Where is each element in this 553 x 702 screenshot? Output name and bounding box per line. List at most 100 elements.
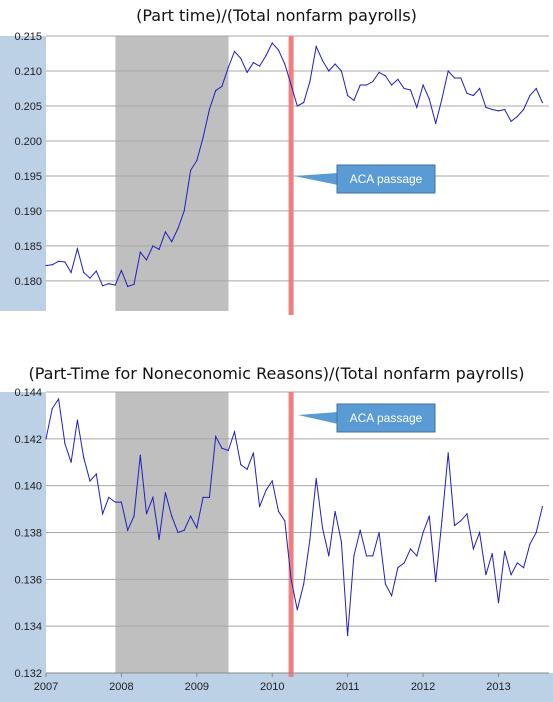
chart-2-data-point bbox=[441, 520, 443, 522]
chart-2-data-point bbox=[252, 452, 254, 454]
chart-1-data-point bbox=[504, 108, 506, 111]
chart-1-y-axis-band bbox=[0, 36, 46, 311]
chart-1-data-point bbox=[403, 87, 405, 90]
chart-1-data-point bbox=[139, 251, 141, 253]
chart-1-data-point bbox=[409, 89, 412, 91]
chart-2-data-point bbox=[64, 442, 66, 445]
chart-2-data-point bbox=[315, 478, 317, 480]
chart-2-data-point bbox=[133, 515, 135, 517]
chart-1-data-point bbox=[215, 89, 217, 92]
chart-1-data-point bbox=[290, 84, 292, 86]
chart-2-data-point bbox=[196, 527, 198, 529]
chart-2-y-axis-band bbox=[0, 392, 46, 673]
chart-1-data-point bbox=[45, 264, 47, 267]
chart-1-data-point bbox=[516, 115, 518, 118]
chart-2-data-point bbox=[145, 513, 148, 515]
chart-1-data-point bbox=[271, 42, 273, 44]
chart-2-data-point bbox=[114, 501, 116, 503]
chart-2-data-point bbox=[541, 506, 544, 508]
chart-2-data-point bbox=[504, 550, 506, 552]
chart-2-data-point bbox=[516, 562, 518, 564]
chart-1-data-point bbox=[51, 264, 53, 266]
chart-1-data-point bbox=[252, 61, 254, 64]
chart-2-x-tick-label: 2010 bbox=[260, 681, 284, 693]
chart-2-data-point bbox=[51, 407, 53, 409]
chart-1-data-point bbox=[347, 94, 349, 97]
chart-2-callout-pointer bbox=[298, 412, 338, 424]
chart-1-data-point bbox=[127, 285, 129, 288]
chart-1-data-point bbox=[529, 94, 531, 97]
chart-1-aca-vline bbox=[288, 36, 294, 315]
chart-1-y-tick-label: 0.215 bbox=[14, 31, 42, 43]
chart-2-data-point bbox=[510, 574, 512, 576]
chart-2-data-point bbox=[409, 548, 412, 550]
chart-2-data-point bbox=[164, 492, 166, 494]
chart-2-data-point bbox=[535, 531, 537, 534]
chart-2-data-point bbox=[403, 562, 405, 564]
chart-2-data-point bbox=[171, 515, 173, 517]
chart-1-data-point bbox=[202, 136, 204, 139]
chart-1-y-tick-label: 0.190 bbox=[14, 206, 42, 218]
chart-1-data-point bbox=[428, 98, 430, 100]
chart-2-data-point bbox=[416, 555, 418, 557]
chart-2-y-tick-label: 0.138 bbox=[14, 528, 42, 540]
chart-1-data-point bbox=[397, 78, 399, 80]
chart-1-data-point bbox=[145, 259, 148, 261]
chart-1-data-point bbox=[296, 105, 298, 107]
chart-2-aca-vline bbox=[288, 392, 294, 677]
chart-1-data-point bbox=[541, 101, 544, 104]
chart-2-data-point bbox=[372, 555, 374, 557]
chart-2-data-point bbox=[334, 510, 336, 513]
chart-2-data-point bbox=[215, 435, 217, 438]
chart-2-data-point bbox=[460, 520, 462, 522]
chart-2-data-point bbox=[221, 447, 223, 449]
chart-1-callout-text: ACA passage bbox=[350, 172, 423, 186]
chart-2-data-point bbox=[479, 531, 481, 534]
chart-2-y-tick-label: 0.144 bbox=[14, 387, 42, 399]
chart-1-data-point bbox=[233, 50, 236, 52]
chart-2-data-point bbox=[472, 548, 474, 550]
chart-2-y-tick-label: 0.134 bbox=[14, 621, 42, 633]
chart-1-data-point bbox=[422, 84, 424, 86]
chart-2-data-point bbox=[120, 501, 123, 503]
chart-1-data-point bbox=[321, 59, 324, 62]
chart-1-data-point bbox=[340, 70, 342, 72]
chart-1-data-point bbox=[391, 84, 393, 86]
chart-1-recession-shading bbox=[115, 36, 229, 311]
chart-2-data-point bbox=[529, 543, 531, 545]
chart-2-y-tick-label: 0.142 bbox=[14, 434, 42, 446]
chart-1-data-point bbox=[108, 283, 110, 285]
chart-1-data-point bbox=[479, 87, 481, 90]
chart-1-y-tick-label: 0.200 bbox=[14, 136, 42, 148]
chart-2-data-point bbox=[422, 531, 424, 534]
chart-1-data-point bbox=[416, 106, 418, 108]
chart-1-data-point bbox=[183, 210, 185, 212]
chart-2-x-tick-label: 2009 bbox=[185, 681, 209, 693]
chart-2-data-point bbox=[435, 581, 437, 583]
chart-1-data-point bbox=[114, 284, 116, 286]
chart-1-data-point bbox=[158, 248, 160, 251]
chart-1-data-point bbox=[447, 70, 449, 72]
chart-2-data-point bbox=[296, 609, 298, 611]
chart-1-title: (Part time)/(Total nonfarm payrolls) bbox=[136, 6, 417, 25]
chart-1-data-point bbox=[196, 159, 198, 162]
chart-1-data-point bbox=[64, 261, 66, 263]
chart-2-data-point bbox=[83, 456, 85, 459]
chart-1-data-point bbox=[309, 80, 311, 83]
chart-1-y-tick-label: 0.210 bbox=[14, 66, 42, 78]
chart-2-data-point bbox=[284, 520, 286, 522]
chart-1-data-point bbox=[384, 75, 386, 77]
chart-2-data-point bbox=[277, 510, 280, 513]
chart-1-data-point bbox=[378, 71, 380, 73]
chart-1-y-tick-label: 0.195 bbox=[14, 171, 42, 183]
chart-1-data-point bbox=[359, 84, 361, 86]
chart-1-y-tick-label: 0.185 bbox=[14, 241, 42, 253]
chart-1-data-point bbox=[466, 92, 468, 94]
chart-1-data-point bbox=[277, 49, 280, 51]
chart-2-data-point bbox=[522, 567, 525, 569]
chart-1-data-point bbox=[328, 70, 330, 72]
chart-1-data-point bbox=[353, 99, 355, 101]
chart-2-data-point bbox=[139, 454, 141, 456]
chart-1-data-point bbox=[491, 108, 493, 111]
